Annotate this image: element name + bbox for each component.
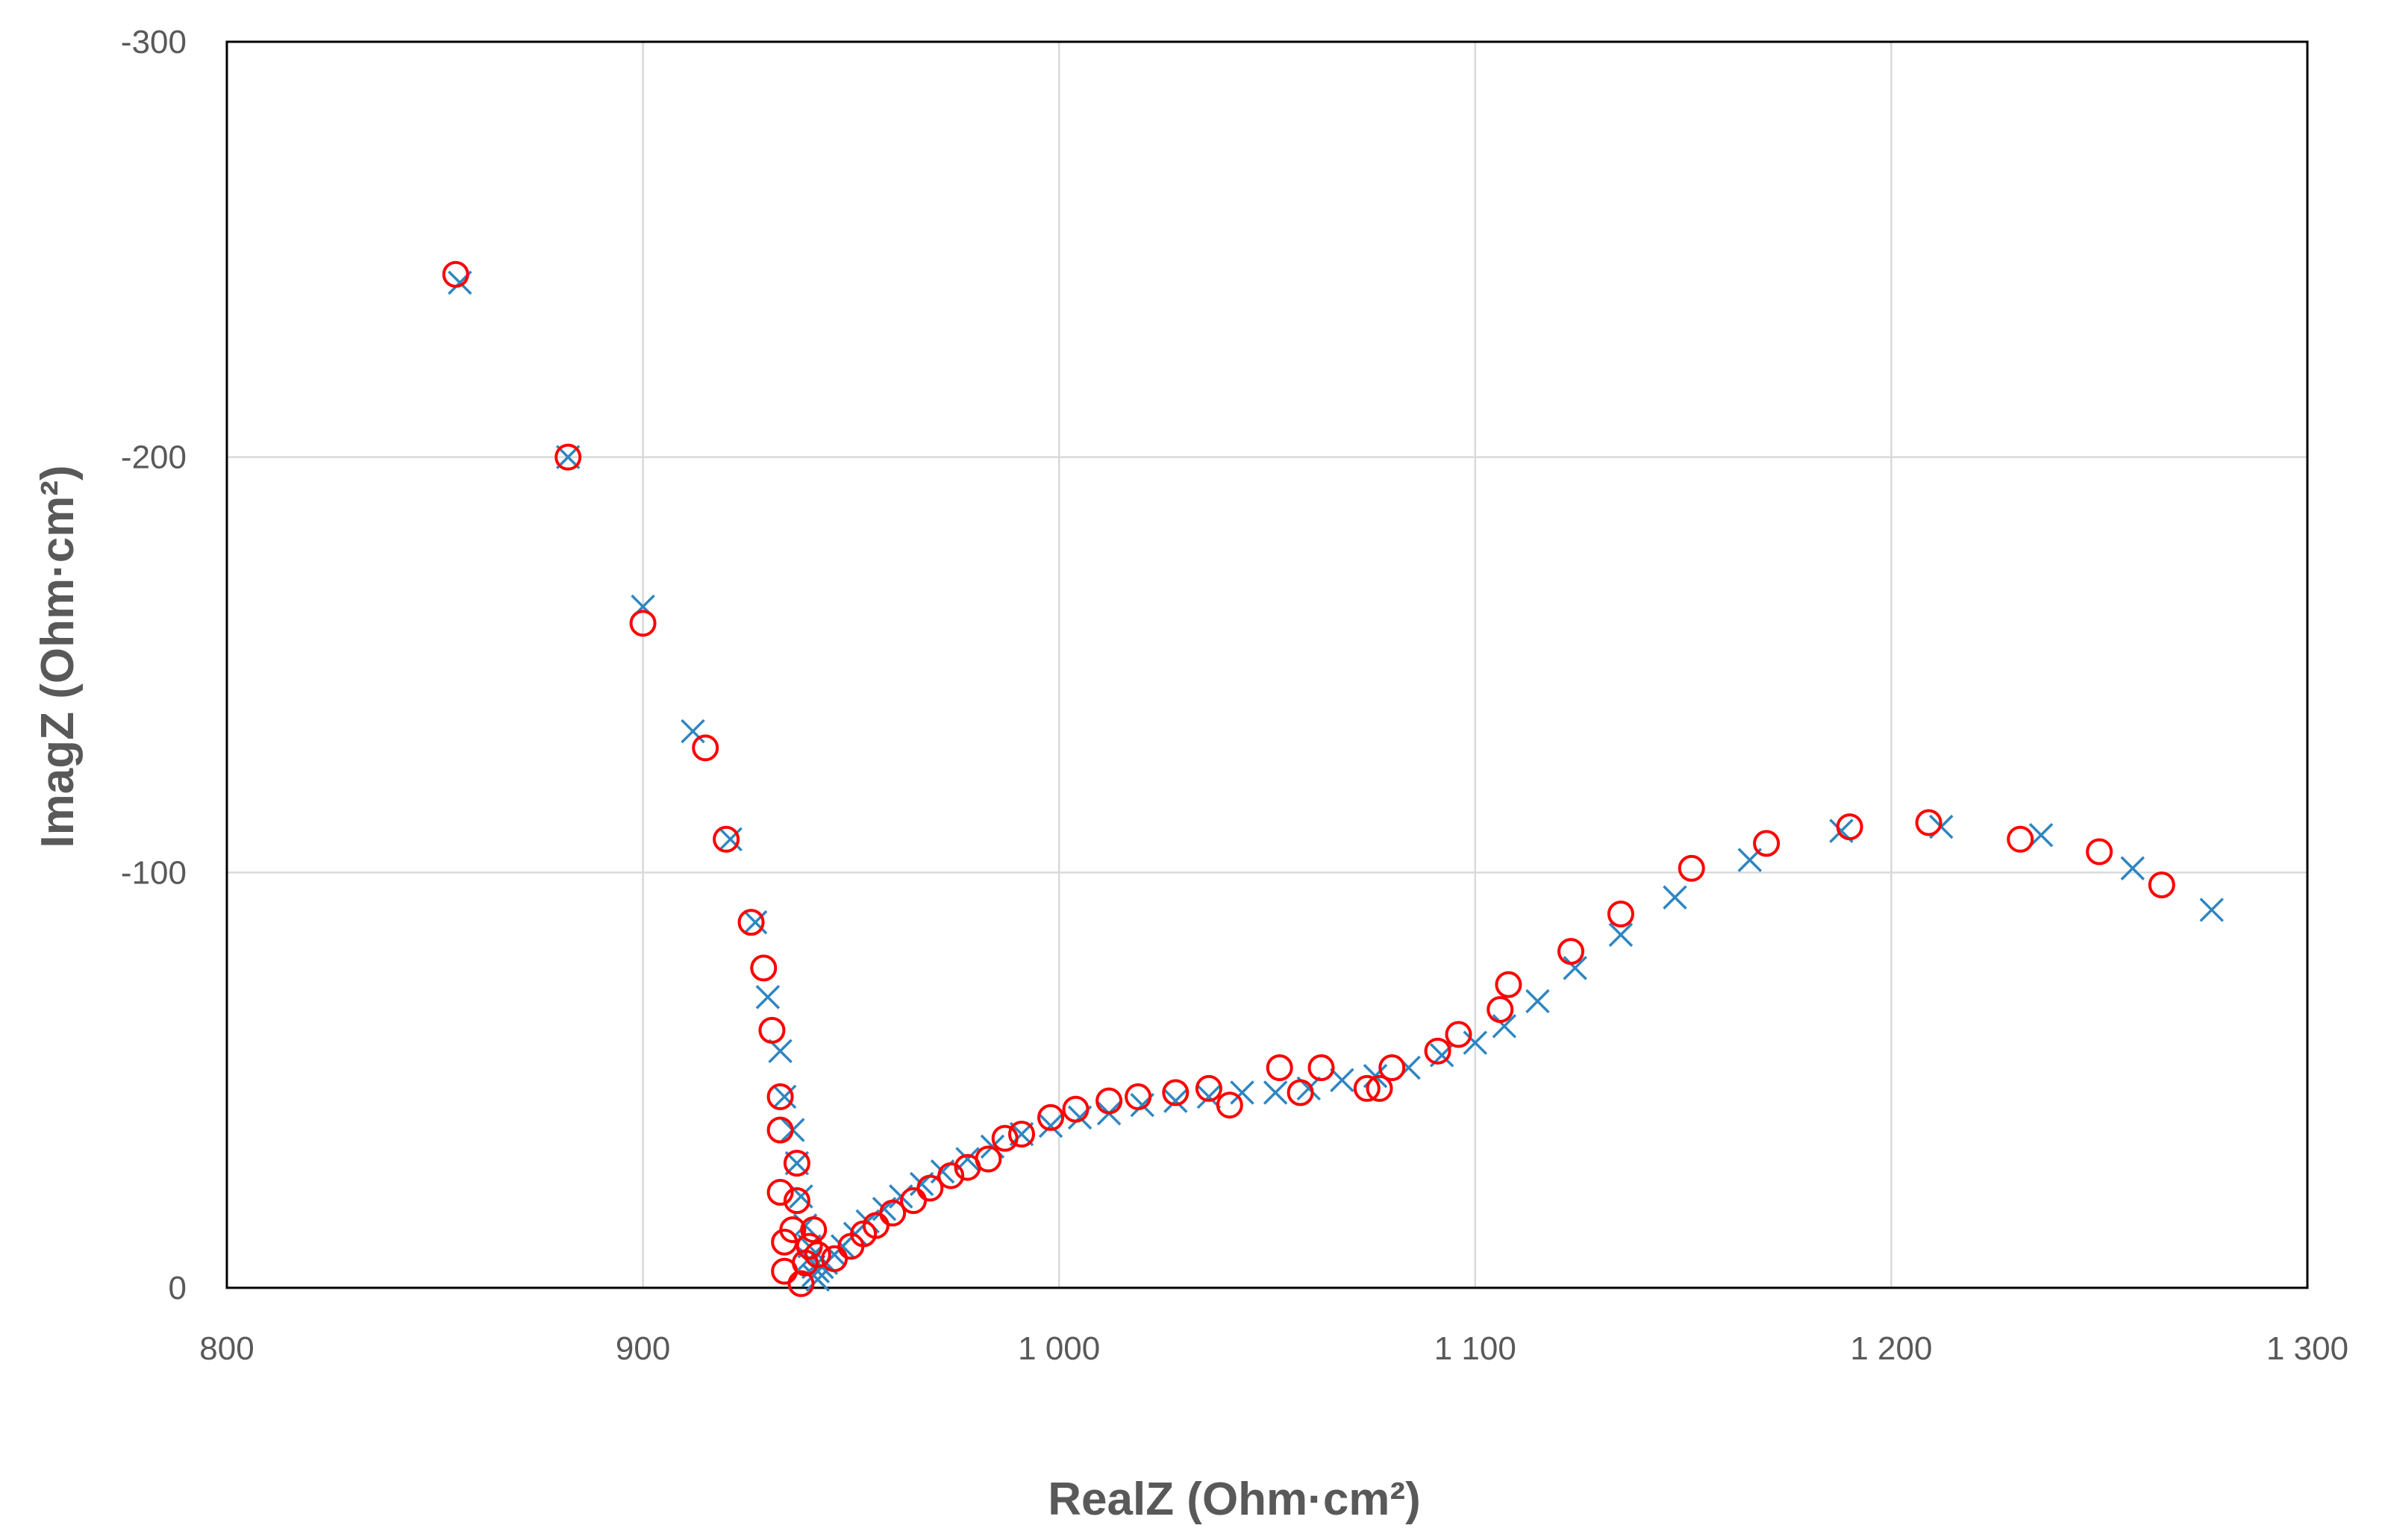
circle-marker [713,825,740,853]
cross-marker [2028,822,2054,848]
y-axis-title: ImagZ (Ohm·cm²) [32,465,84,848]
circle-marker [804,1241,831,1268]
cross-marker [755,985,781,1010]
circle-marker [1378,1054,1406,1081]
x-tick-label: 1 000 [1018,1330,1100,1367]
y-tick-label: 0 [169,1270,187,1306]
circle-marker [1678,854,1705,882]
circle-marker [2148,871,2175,899]
cross-marker [1163,1089,1188,1113]
x-tick-label: 1 100 [1434,1330,1516,1367]
cross-marker [1608,922,1634,948]
circle-marker [1095,1087,1123,1115]
circle-marker [1287,1079,1314,1107]
cross-marker [1263,1080,1288,1105]
circle-marker [1424,1037,1451,1065]
x-tick-label: 900 [616,1330,670,1367]
circle-marker [783,1187,810,1215]
circle-marker [2007,825,2034,853]
x-axis-title: RealZ (Ohm·cm²) [1048,1474,1420,1525]
x-tick-label: 1 200 [1850,1330,1932,1367]
circle-marker [1216,1092,1243,1119]
circle-marker [937,1162,965,1189]
cross-marker [718,827,743,852]
y-tick-label: -300 [121,24,187,60]
circle-marker [975,1145,1002,1173]
circle-marker [795,1233,823,1260]
cross-marker [2199,898,2224,922]
circle-marker [1037,1104,1065,1131]
circle-marker [1008,1121,1036,1148]
circle-marker [766,1083,794,1110]
cross-marker [772,1084,797,1109]
circle-marker [1445,1021,1472,1048]
axis-tick-labels: 800 900 1 000 1 100 1 200 1 300 0 -100 -200 -300 [121,24,2348,1367]
circle-marker [1607,901,1634,927]
cross-marker [1563,956,1587,980]
circle-marker [1557,938,1585,965]
circle-marker [783,1150,810,1177]
circle-marker [1836,813,1863,841]
circle-marker [692,734,719,762]
circle-marker [821,1245,848,1273]
circle-marker [1353,1074,1381,1102]
cross-marker [1038,1113,1063,1139]
circle-marker [442,260,469,288]
circle-marker [629,610,657,637]
circle-marker [1062,1095,1090,1123]
gridlines [227,42,2307,1288]
cross-marker [1230,1080,1254,1105]
cross-marker [1492,1014,1517,1039]
circle-marker [1366,1074,1393,1102]
circle-marker [779,1216,807,1244]
data-markers [442,260,2224,1298]
circle-marker [800,1216,828,1244]
circle-marker [1487,996,1514,1024]
circle-marker [1162,1079,1190,1107]
circle-marker [1195,1074,1222,1102]
cross-marker [1463,1030,1488,1055]
circle-marker [750,954,778,982]
cross-marker [743,910,768,935]
circle-marker [758,1016,786,1044]
circle-marker [879,1199,907,1227]
circle-marker [2086,838,2113,866]
x-tick-label: 800 [199,1330,254,1367]
cross-marker [1663,885,1687,910]
plot-area-border [225,40,2309,1289]
circle-marker [1753,830,1781,857]
series-1 [448,270,2224,1292]
circle-marker [1495,971,1522,998]
circle-marker [916,1174,944,1202]
circle-marker [1915,809,1942,836]
circle-marker [766,1178,794,1206]
y-tick-label: -100 [121,854,187,891]
circle-marker [991,1124,1019,1152]
circle-marker [737,909,765,936]
cross-marker [1525,989,1550,1014]
series-2 [442,260,2175,1298]
y-tick-label: -200 [121,439,187,476]
cross-marker [681,719,705,744]
cross-marker [2120,856,2145,881]
x-tick-label: 1 300 [2266,1330,2348,1367]
circle-marker [1307,1054,1335,1081]
cross-marker [1330,1068,1354,1092]
circle-marker [1266,1054,1293,1081]
circle-marker [554,443,582,471]
circle-marker [787,1270,815,1298]
circle-marker [1125,1083,1152,1110]
circle-marker [766,1116,794,1144]
